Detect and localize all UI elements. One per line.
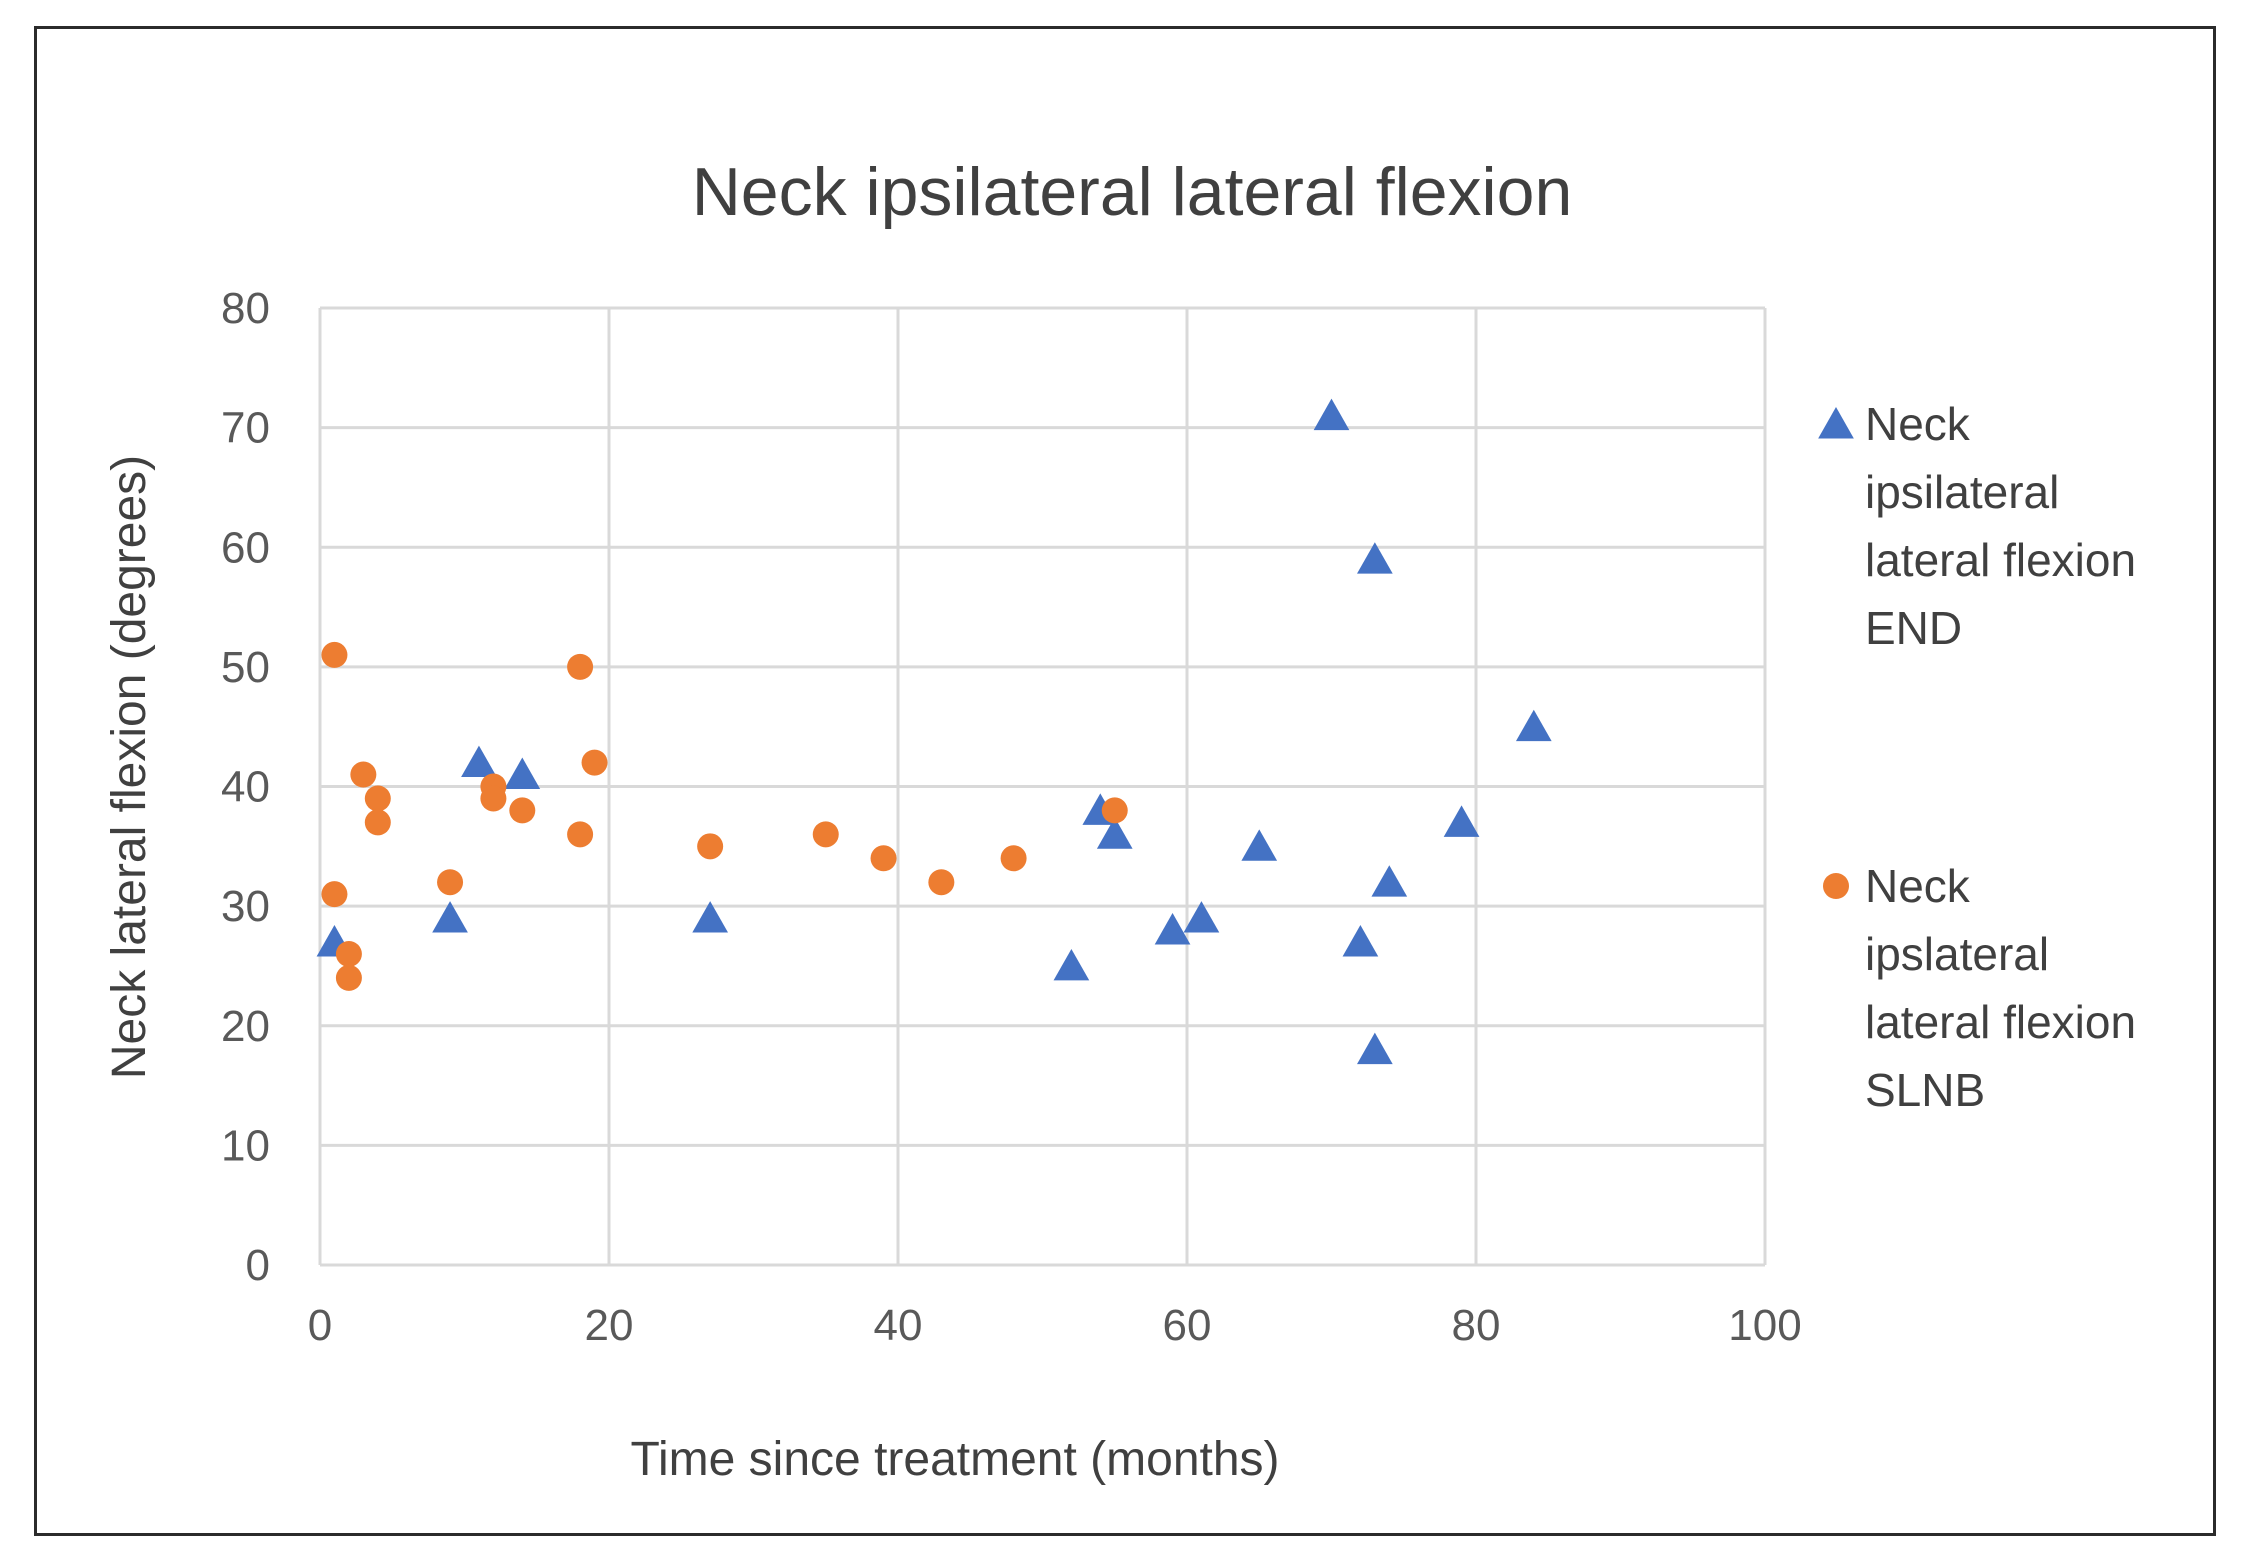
x-tick-label: 60	[1163, 1301, 1212, 1350]
y-tick-label: 50	[221, 643, 270, 692]
data-point-triangle	[1371, 865, 1408, 897]
data-point-circle	[335, 940, 362, 967]
y-tick-label: 40	[221, 763, 270, 812]
legend-label: Neck ipslateral lateral flexion SLNB	[1865, 860, 2136, 1116]
data-point-triangle	[1443, 805, 1480, 837]
data-point-triangle	[1357, 542, 1393, 574]
data-point-circle	[567, 653, 594, 680]
data-point-circle	[321, 881, 348, 908]
data-point-triangle	[692, 901, 728, 933]
data-point-triangle	[1183, 901, 1220, 933]
y-tick-label: 60	[221, 523, 270, 572]
data-point-triangle	[1313, 398, 1350, 431]
data-point-circle	[364, 809, 391, 836]
x-tick-label: 40	[874, 1301, 923, 1350]
y-tick-label: 10	[221, 1121, 270, 1170]
tick-labels: 0 10 20 30 40 50 60 70 80 0 20 40 60 80 100	[221, 284, 1802, 1350]
legend-marker-circle	[1823, 873, 1849, 899]
data-point-triangle	[1515, 709, 1552, 742]
data-point-circle	[812, 821, 839, 848]
legend-marker-triangle	[1818, 407, 1854, 439]
x-tick-label: 0	[308, 1301, 332, 1350]
data-point-circle	[437, 869, 464, 896]
legend: Neck ipsilateral lateral flexion END Neck ips…	[1818, 398, 2136, 1116]
x-axis-title: Time since treatment (months)	[630, 1433, 1279, 1486]
chart-title: Neck ipsilateral lateral flexion	[692, 154, 1573, 230]
data-point-circle	[335, 964, 362, 991]
data-point-triangle	[461, 745, 497, 778]
y-tick-label: 0	[246, 1241, 270, 1290]
data-point-triangle	[1096, 817, 1133, 849]
y-tick-label: 30	[221, 882, 270, 931]
data-point-triangle	[432, 901, 468, 933]
legend-label: Neck ipsilateral lateral flexion END	[1865, 398, 2136, 654]
data-point-circle	[509, 797, 536, 824]
data-point-circle	[350, 761, 377, 788]
x-tick-label: 100	[1728, 1301, 1801, 1350]
data-point-triangle	[1241, 829, 1278, 861]
data-point-triangle	[1154, 913, 1191, 945]
data-point-circle	[1000, 845, 1027, 872]
y-tick-label: 20	[221, 1002, 270, 1051]
x-tick-label: 20	[585, 1301, 634, 1350]
gridlines	[318, 306, 1767, 1267]
y-tick-label: 80	[221, 284, 270, 333]
data-point-circle	[697, 833, 724, 860]
chart-frame	[34, 26, 2216, 1536]
data-point-circle	[928, 869, 955, 896]
x-tick-label: 80	[1452, 1301, 1501, 1350]
data-point-circle	[1101, 797, 1128, 824]
y-axis-title: Neck lateral flexion (degrees)	[103, 455, 156, 1079]
data-point-circle	[480, 785, 507, 812]
y-tick-label: 70	[221, 404, 270, 453]
data-point-triangle	[504, 757, 541, 789]
data-point-circle	[870, 845, 897, 872]
data-point-circle	[364, 785, 391, 812]
data-points	[316, 398, 1552, 1065]
data-point-circle	[567, 821, 594, 848]
data-point-triangle	[1053, 948, 1090, 981]
data-point-triangle	[1342, 925, 1379, 957]
data-point-circle	[581, 749, 608, 776]
data-point-triangle	[1357, 1032, 1393, 1065]
data-point-circle	[321, 641, 348, 668]
